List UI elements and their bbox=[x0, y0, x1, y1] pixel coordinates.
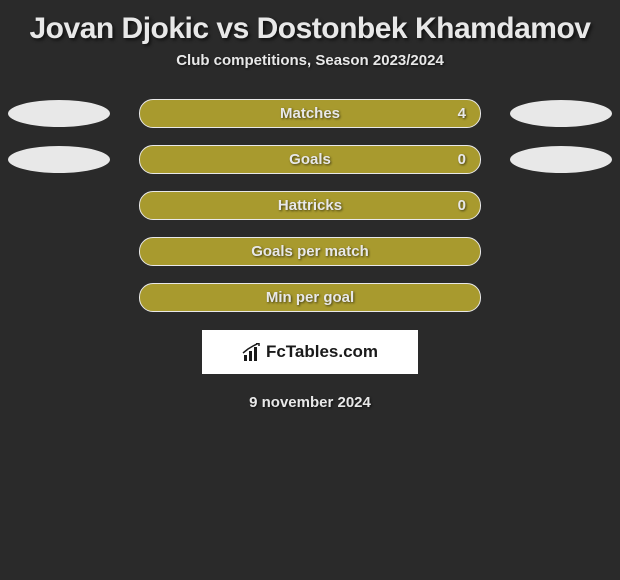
page-title: Jovan Djokic vs Dostonbek Khamdamov bbox=[0, 8, 620, 52]
stat-label: Goals per match bbox=[251, 243, 369, 260]
date-label: 9 november 2024 bbox=[0, 394, 620, 411]
stat-bar: Min per goal bbox=[139, 283, 481, 312]
stat-label: Matches bbox=[280, 105, 340, 122]
stat-value: 0 bbox=[458, 197, 466, 214]
stat-row: Goals 0 bbox=[0, 145, 620, 174]
stat-label: Hattricks bbox=[278, 197, 342, 214]
logo-box: FcTables.com bbox=[202, 330, 418, 374]
stat-label: Min per goal bbox=[266, 289, 354, 306]
stat-label: Goals bbox=[289, 151, 331, 168]
stat-bar: Matches 4 bbox=[139, 99, 481, 128]
bar-chart-icon bbox=[242, 343, 262, 361]
stat-bar: Hattricks 0 bbox=[139, 191, 481, 220]
left-ellipse bbox=[8, 100, 110, 127]
stat-row: Goals per match bbox=[0, 237, 620, 266]
left-ellipse bbox=[8, 146, 110, 173]
right-ellipse bbox=[510, 146, 612, 173]
comparison-container: Jovan Djokic vs Dostonbek Khamdamov Club… bbox=[0, 0, 620, 411]
stat-row: Hattricks 0 bbox=[0, 191, 620, 220]
logo-text: FcTables.com bbox=[266, 342, 378, 362]
stat-value: 0 bbox=[458, 151, 466, 168]
stat-rows: Matches 4 Goals 0 Hattricks 0 Goals per match M… bbox=[0, 99, 620, 312]
stat-row: Matches 4 bbox=[0, 99, 620, 128]
subtitle: Club competitions, Season 2023/2024 bbox=[0, 52, 620, 99]
stat-value: 4 bbox=[458, 105, 466, 122]
stat-bar: Goals per match bbox=[139, 237, 481, 266]
stat-row: Min per goal bbox=[0, 283, 620, 312]
right-ellipse bbox=[510, 100, 612, 127]
stat-bar: Goals 0 bbox=[139, 145, 481, 174]
